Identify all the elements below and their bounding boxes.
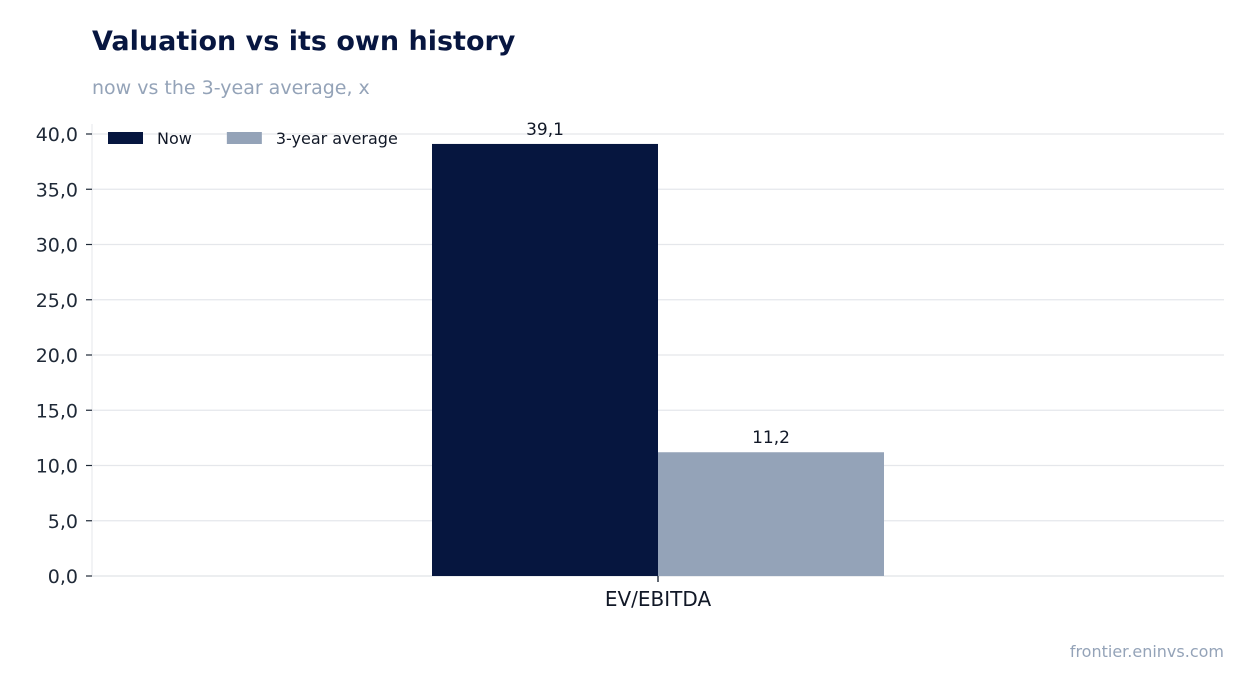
legend: Now 3-year average xyxy=(108,129,398,148)
y-tick-label: 30,0 xyxy=(36,235,78,257)
legend-label: Now xyxy=(157,129,192,148)
data-labels: 39,1 11,2 xyxy=(526,120,790,448)
y-tick-label: 35,0 xyxy=(36,179,78,201)
y-tick-label: 20,0 xyxy=(36,345,78,367)
y-tick-label: 5,0 xyxy=(48,511,78,533)
legend-label: 3-year average xyxy=(276,129,398,148)
bar-now xyxy=(432,143,658,576)
y-tick-label: 40,0 xyxy=(36,124,78,146)
chart-subtitle: now vs the 3-year average, x xyxy=(92,77,370,99)
data-label: 39,1 xyxy=(526,120,564,140)
data-label: 11,2 xyxy=(752,428,790,448)
legend-swatch xyxy=(108,132,143,144)
chart-title: Valuation vs its own history xyxy=(92,26,516,57)
legend-swatch xyxy=(226,132,262,144)
x-category-label: EV/EBITDA xyxy=(605,587,712,611)
bars xyxy=(432,143,884,576)
y-tick-label: 10,0 xyxy=(36,456,78,478)
bar-3-year-average xyxy=(658,452,884,576)
source-credit: frontier.eninvs.com xyxy=(1069,642,1224,661)
y-axis: 0,0 5,0 10,0 15,0 20,0 25,0 30,0 35,0 40,0 xyxy=(36,124,1224,588)
x-axis: EV/EBITDA xyxy=(605,576,712,611)
y-tick-label: 0,0 xyxy=(48,566,78,588)
y-tick-label: 15,0 xyxy=(36,400,78,422)
y-tick-label: 25,0 xyxy=(36,290,78,312)
